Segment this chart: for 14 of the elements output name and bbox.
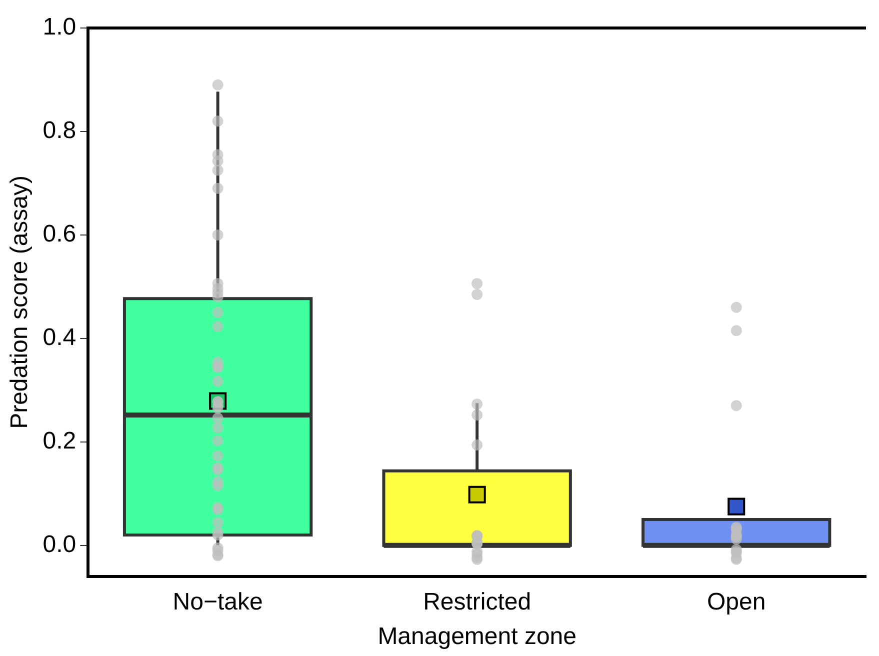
point [468, 486, 486, 504]
y-tick-label: 0.0 [42, 530, 76, 558]
y-axis-title: Predation score (assay) [6, 175, 34, 429]
x-tick-label: Restricted [423, 588, 532, 616]
y-tick-label: 1.0 [42, 14, 76, 41]
x-tick-label: Open [707, 588, 766, 616]
x-axis-title: Management zone [378, 623, 576, 650]
y-tick-label: 0.8 [42, 117, 76, 144]
y-tick-label: 0.4 [42, 324, 76, 352]
point [209, 392, 227, 410]
y-tick-label: 0.2 [42, 428, 76, 455]
point [728, 498, 746, 516]
x-tick-label: No−take [172, 588, 263, 616]
y-tick-label: 0.6 [42, 220, 76, 248]
